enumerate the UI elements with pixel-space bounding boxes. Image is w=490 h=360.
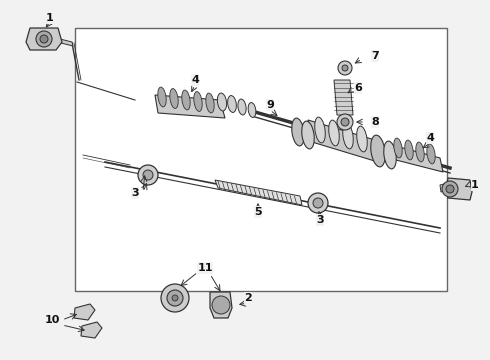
Ellipse shape	[357, 126, 368, 152]
Ellipse shape	[343, 123, 353, 149]
Bar	[75, 28, 447, 291]
Polygon shape	[308, 120, 378, 162]
Text: 8: 8	[371, 117, 379, 127]
Polygon shape	[215, 180, 302, 205]
Ellipse shape	[329, 120, 339, 146]
Polygon shape	[440, 183, 449, 192]
Circle shape	[36, 31, 52, 47]
Text: 4: 4	[191, 75, 199, 85]
Text: 10: 10	[44, 315, 60, 325]
Ellipse shape	[371, 135, 385, 167]
Circle shape	[138, 165, 158, 185]
Polygon shape	[74, 304, 95, 320]
Text: 7: 7	[371, 51, 379, 61]
Polygon shape	[392, 145, 443, 172]
Circle shape	[212, 296, 230, 314]
Polygon shape	[210, 292, 232, 318]
Polygon shape	[446, 178, 472, 200]
Circle shape	[313, 198, 323, 208]
Circle shape	[446, 185, 454, 193]
Polygon shape	[26, 28, 62, 50]
Text: 3: 3	[131, 188, 139, 198]
Circle shape	[143, 170, 153, 180]
Circle shape	[161, 284, 189, 312]
Text: 11: 11	[197, 263, 213, 273]
Text: 1: 1	[46, 13, 54, 23]
Circle shape	[40, 35, 48, 43]
Ellipse shape	[302, 121, 314, 149]
Ellipse shape	[238, 99, 246, 115]
Circle shape	[341, 118, 349, 126]
Text: 4: 4	[426, 133, 434, 143]
Ellipse shape	[315, 117, 325, 143]
Ellipse shape	[206, 93, 214, 113]
Ellipse shape	[158, 87, 166, 107]
Circle shape	[338, 61, 352, 75]
Text: 6: 6	[354, 83, 362, 93]
Ellipse shape	[394, 138, 402, 158]
Ellipse shape	[182, 90, 190, 110]
Text: 1: 1	[471, 180, 479, 190]
Text: 5: 5	[254, 207, 262, 217]
Ellipse shape	[170, 89, 178, 108]
Circle shape	[342, 65, 348, 71]
Text: 2: 2	[244, 293, 252, 303]
Ellipse shape	[292, 118, 304, 146]
Circle shape	[337, 114, 353, 130]
Ellipse shape	[384, 141, 396, 169]
Circle shape	[167, 290, 183, 306]
Polygon shape	[155, 95, 225, 118]
Ellipse shape	[427, 144, 435, 164]
Polygon shape	[334, 80, 353, 115]
Text: 3: 3	[316, 215, 324, 225]
Circle shape	[442, 181, 458, 197]
Polygon shape	[81, 322, 102, 338]
Ellipse shape	[405, 140, 413, 160]
Ellipse shape	[228, 95, 236, 112]
Ellipse shape	[416, 142, 424, 162]
Ellipse shape	[218, 93, 227, 111]
Circle shape	[308, 193, 328, 213]
Text: 9: 9	[266, 100, 274, 110]
Circle shape	[172, 295, 178, 301]
Ellipse shape	[248, 103, 256, 117]
Polygon shape	[56, 38, 73, 46]
Ellipse shape	[194, 91, 202, 111]
